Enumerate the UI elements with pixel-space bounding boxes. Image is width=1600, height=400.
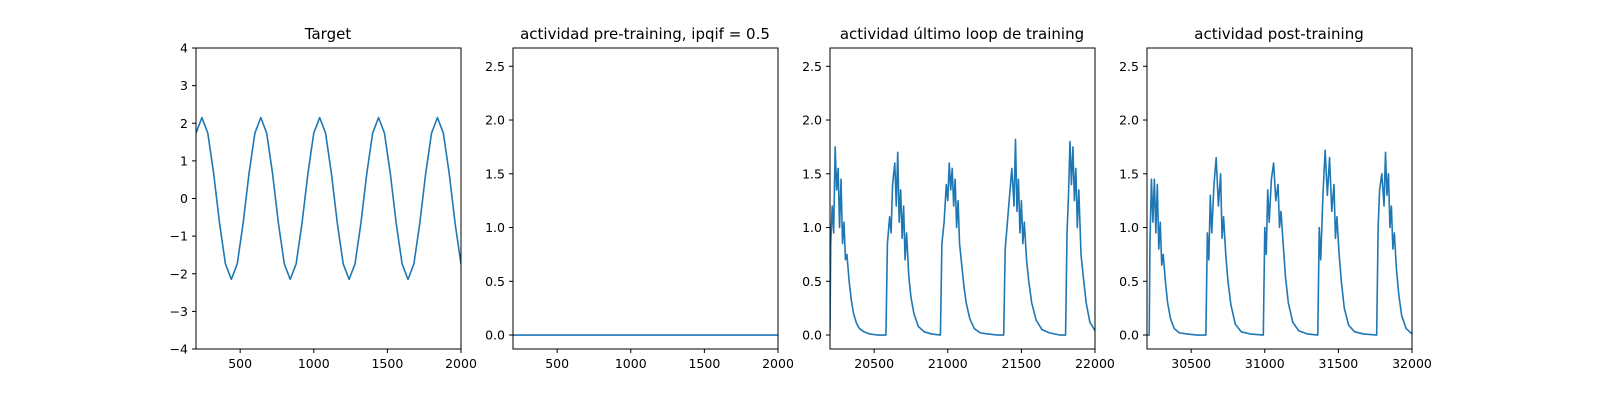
x-tick-label: 1500 [371,356,403,371]
y-tick-label: 2.5 [802,59,822,74]
y-tick-label: 3 [180,78,188,93]
y-tick-label: 2.0 [485,113,505,128]
subplot-target: Target 500 1000 1500 2000 −4 −3 −2 −1 0 1 2 3 4 [170,25,477,371]
y-tick-label: 1.5 [1119,166,1139,181]
y-tick-label: 0.5 [1119,274,1139,289]
y-tick-label: 2 [180,116,188,131]
x-tick-label: 32000 [1392,356,1432,371]
y-tick-label: 1 [180,153,188,168]
y-tick-label: 2.0 [802,113,822,128]
series-line [1147,149,1412,336]
y-tick-label: 2.5 [1119,59,1139,74]
x-tick-label: 21000 [928,356,968,371]
axes-frame [1146,47,1413,350]
subplot-last-training-loop: actividad último loop de training 20500 2… [802,25,1115,371]
x-tick-label: 2000 [762,356,794,371]
x-tick-label: 31500 [1319,356,1359,371]
y-tick-label: 2.5 [485,59,505,74]
series-line [196,116,461,281]
y-tick-label: 0.5 [802,274,822,289]
y-tick-label: 0.0 [485,328,505,343]
y-tick-label: −1 [170,229,188,244]
y-tick-label: 1.5 [485,166,505,181]
subplot-title: actividad último loop de training [840,25,1084,43]
y-tick-label: −3 [170,304,188,319]
x-tick-label: 20500 [854,356,894,371]
subplot-title: actividad pre-training, ipqif = 0.5 [520,25,770,43]
y-tick-label: 0.0 [1119,328,1139,343]
plot-area: 500 1000 1500 2000 −4 −3 −2 −1 0 1 2 3 4 [170,41,477,372]
x-tick-label: 21500 [1002,356,1042,371]
plot-area: 20500 21000 21500 22000 0.0 0.5 1.0 1.5 2.0 2.5 [802,47,1115,371]
y-tick-label: 4 [180,41,188,56]
y-tick-label: 1.5 [802,166,822,181]
subplot-title: Target [304,25,352,43]
y-tick-label: 1.0 [485,220,505,235]
y-tick-label: 1.0 [1119,220,1139,235]
x-tick-label: 22000 [1075,356,1115,371]
x-tick-label: 1000 [298,356,330,371]
subplot-pre-training: actividad pre-training, ipqif = 0.5 500 1… [485,25,794,371]
axes-frame [512,47,779,350]
y-tick-label: 2.0 [1119,113,1139,128]
y-tick-label: 0.5 [485,274,505,289]
y-tick-label: 0.0 [802,328,822,343]
x-tick-label: 1000 [615,356,647,371]
y-tick-label: −4 [170,342,188,357]
y-tick-label: 1.0 [802,220,822,235]
x-tick-label: 30500 [1171,356,1211,371]
subplot-post-training: actividad post-training 30500 31000 31500 3… [1119,25,1432,371]
x-tick-label: 2000 [445,356,477,371]
plot-area: 30500 31000 31500 32000 0.0 0.5 1.0 1.5 2.0 2.5 [1119,47,1432,371]
y-tick-label: 0 [180,191,188,206]
x-tick-label: 500 [545,356,569,371]
subplot-title: actividad post-training [1194,25,1363,43]
x-tick-label: 500 [228,356,252,371]
axes-frame [829,47,1096,350]
x-tick-label: 31000 [1245,356,1285,371]
series-line [830,138,1095,336]
x-tick-label: 1500 [688,356,720,371]
plot-area: 500 1000 1500 2000 0.0 0.5 1.0 1.5 2.0 2.5 [485,47,794,371]
y-tick-label: −2 [170,266,188,281]
